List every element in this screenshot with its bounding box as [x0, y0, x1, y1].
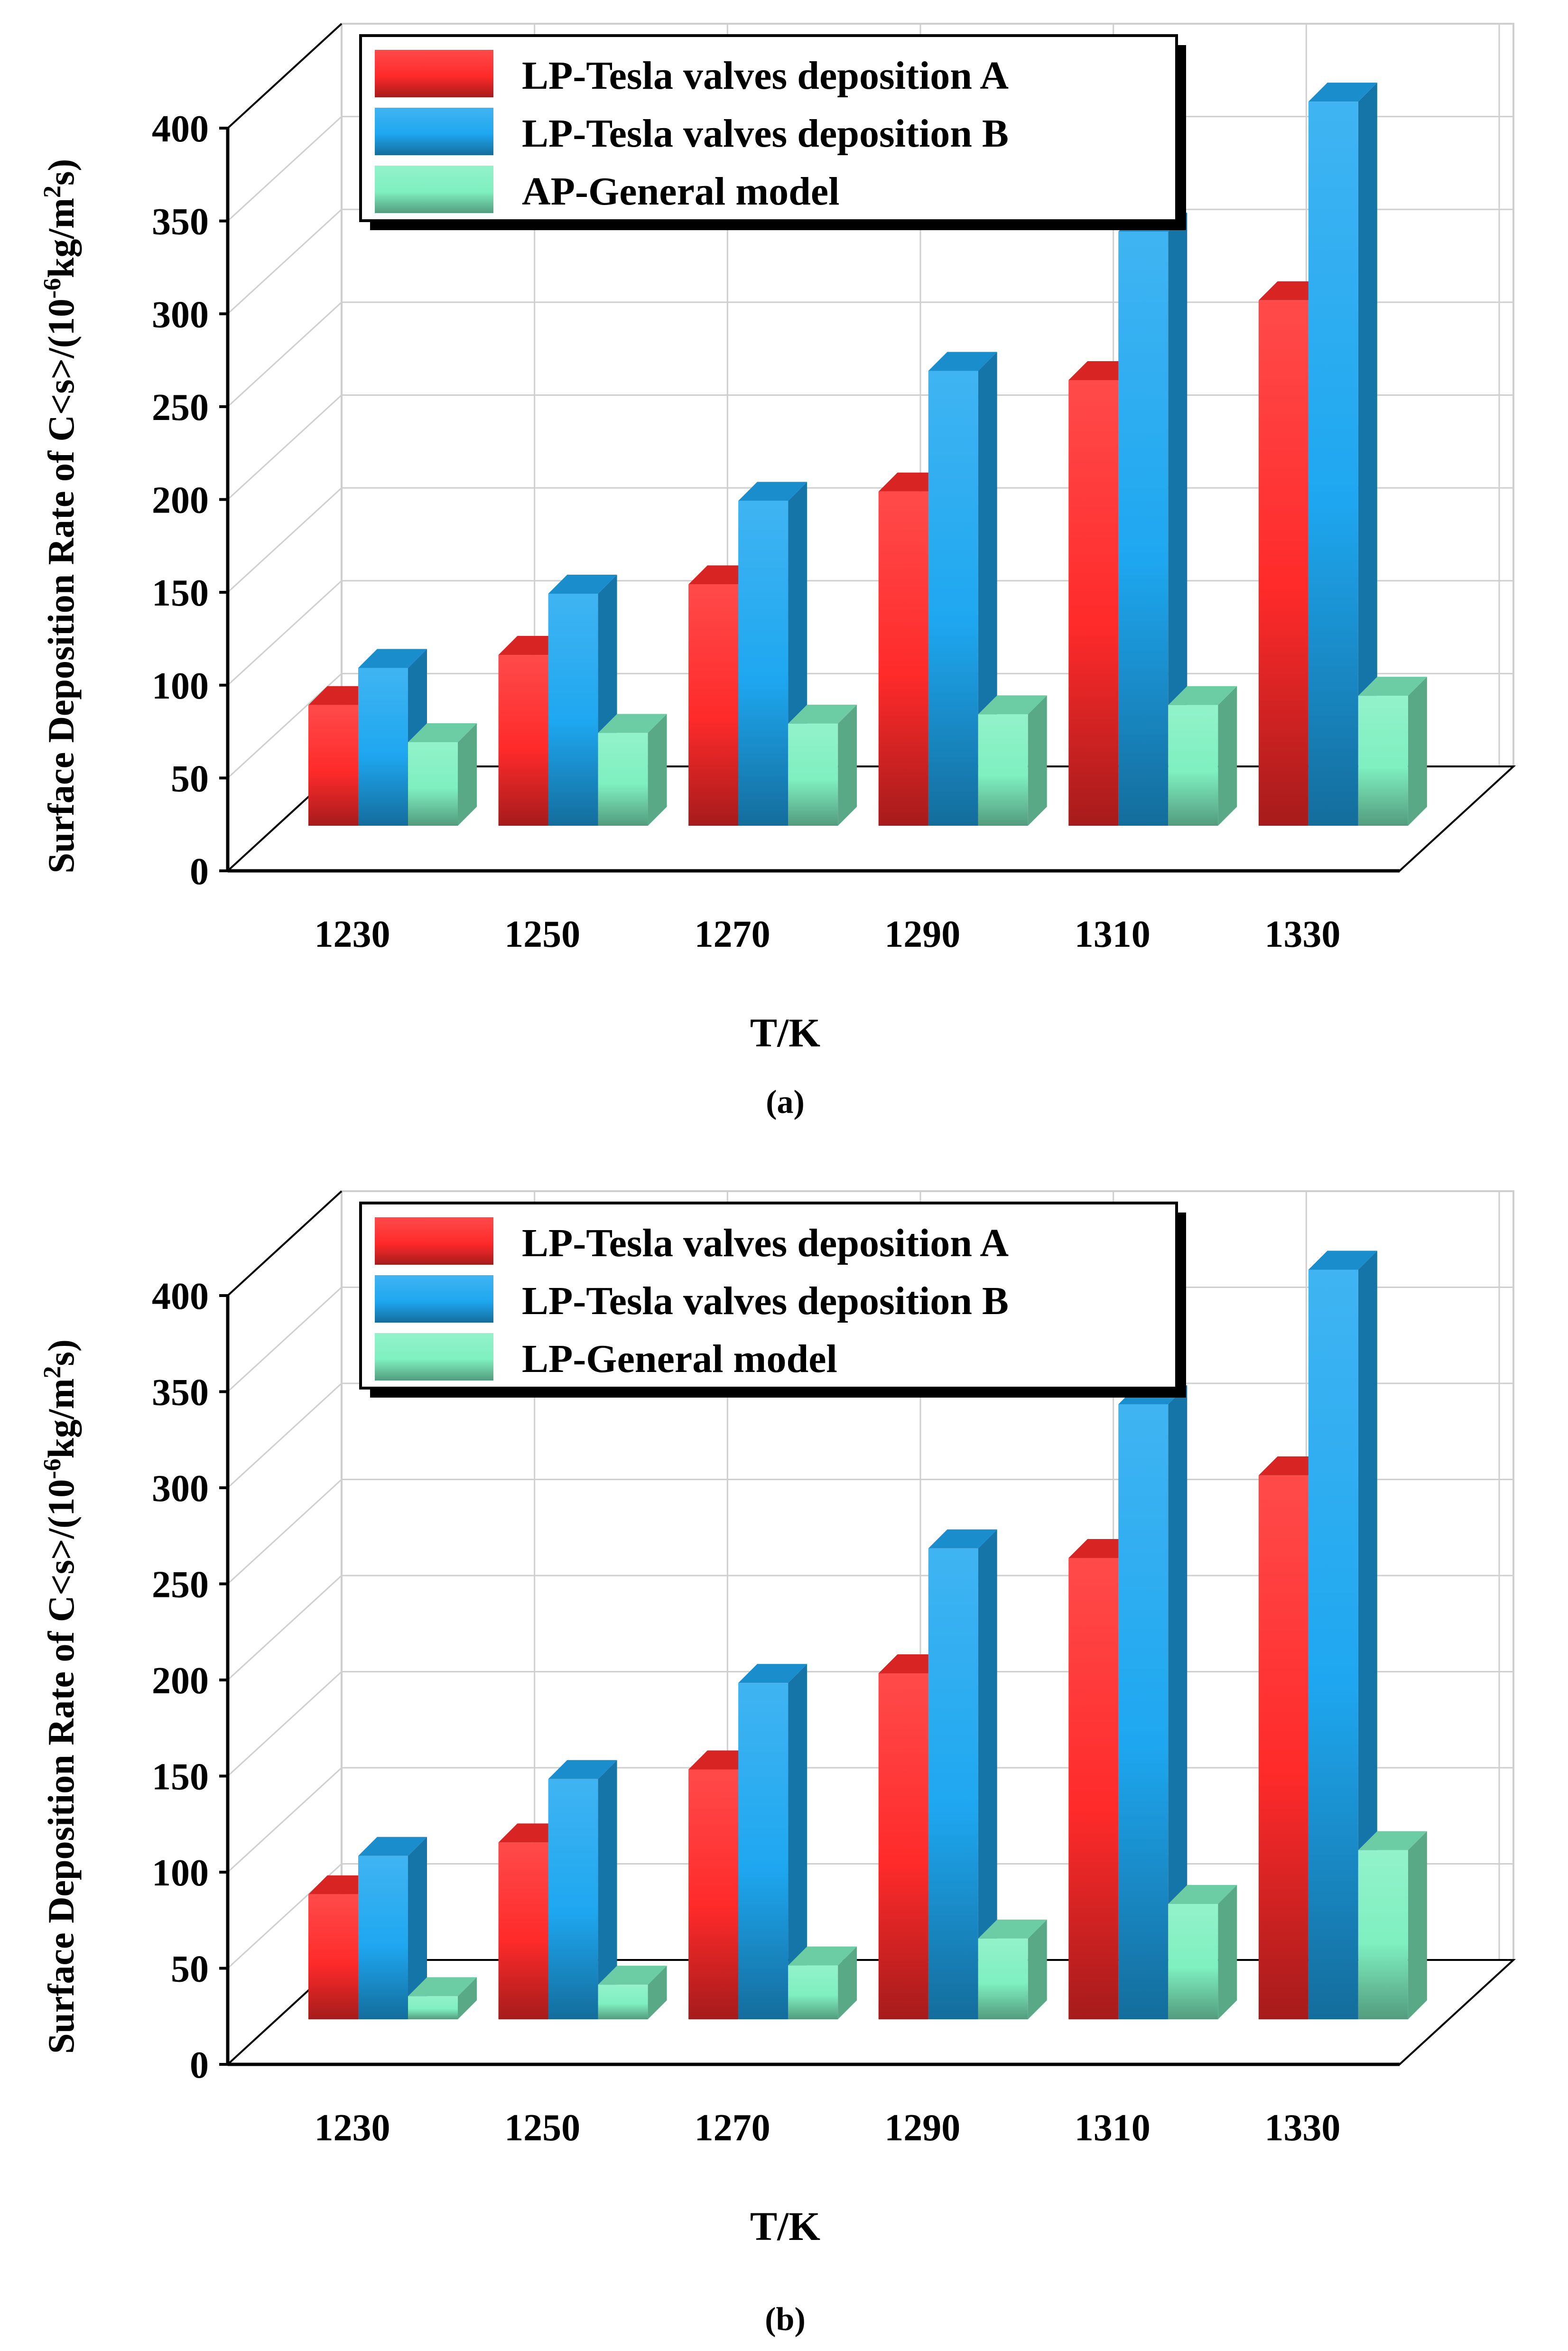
y-tick-label: 300: [152, 294, 209, 336]
bar-3-1230: [408, 1977, 477, 2019]
y-tick-label: 150: [152, 1756, 209, 1798]
svg-text:Surface Deposition Rate of C<s: Surface Deposition Rate of C<s>/(10-6kg/…: [39, 159, 82, 874]
legend-label: LP-General model: [522, 1337, 837, 1381]
bars: [308, 1250, 1427, 2019]
x-tick-label: 1250: [504, 914, 580, 955]
x-tick-label: 1310: [1075, 914, 1150, 955]
bar-3-1330: [1358, 1831, 1427, 2019]
legend-label: LP-Tesla valves deposition A: [522, 54, 1009, 98]
y-tick-label: 400: [152, 1276, 209, 1317]
y-axis-label: Surface Deposition Rate of C<s>/(10-6kg/…: [39, 1339, 82, 2054]
y-tick-label: 150: [152, 572, 209, 614]
x-axis-label: T/K: [750, 2203, 820, 2249]
x-tick-label: 1290: [884, 914, 960, 955]
legend-label: LP-Tesla valves deposition A: [522, 1221, 1009, 1265]
y-tick-label: 200: [152, 480, 209, 522]
y-axis-label: Surface Deposition Rate of C<s>/(10-6kg/…: [39, 159, 82, 874]
bar-2-1230: [358, 1837, 427, 2019]
bar-2-1310: [1118, 213, 1188, 826]
x-axis-label: T/K: [750, 1010, 820, 1055]
bar-2-1290: [928, 352, 997, 826]
legend: LP-Tesla valves deposition A LP-Tesla val…: [359, 34, 1186, 230]
legend-swatch: [375, 1217, 493, 1265]
y-tick-label: 0: [190, 851, 209, 893]
legend-swatch: [375, 108, 493, 155]
y-tick-label: 350: [152, 201, 209, 243]
bar-3-1310: [1168, 1885, 1237, 2019]
y-tick-label: 100: [152, 1852, 209, 1894]
bar-3-1290: [978, 1919, 1047, 2019]
bar-2-1270: [738, 1664, 807, 2019]
legend-swatch: [375, 50, 493, 97]
bar-2-1330: [1308, 83, 1377, 826]
svg-text:Surface Deposition Rate of C<s: Surface Deposition Rate of C<s>/(10-6kg/…: [39, 1339, 82, 2054]
legend-label: AP-General model: [522, 169, 840, 214]
bar-3-1330: [1358, 677, 1427, 826]
panel-caption: (b): [765, 2301, 806, 2338]
bar-3-1310: [1168, 686, 1237, 826]
y-tick-label: 250: [152, 1564, 209, 1606]
legend: LP-Tesla valves deposition A LP-Tesla val…: [359, 1202, 1186, 1398]
bar-2-1310: [1118, 1385, 1188, 2019]
y-tick-label: 50: [171, 1949, 209, 1990]
legend-label: LP-Tesla valves deposition B: [522, 1279, 1009, 1323]
bar-3-1250: [598, 1966, 667, 2019]
x-tick-label: 1250: [504, 2107, 580, 2149]
legend-label: LP-Tesla valves deposition B: [522, 112, 1009, 156]
bar-2-1290: [928, 1529, 997, 2019]
chart-panel-2: 0 50 100 150 200 250 300 350 400 1230 1250 1270 1290…: [39, 1190, 1516, 2338]
x-tick-label: 1270: [695, 914, 770, 955]
bars: [308, 83, 1427, 826]
y-tick-label: 300: [152, 1468, 209, 1510]
y-tick-label: 50: [171, 758, 209, 800]
x-tick-label: 1330: [1264, 2107, 1340, 2149]
legend-swatch: [375, 166, 493, 213]
y-tick-label: 350: [152, 1372, 209, 1414]
bar-3-1250: [598, 714, 667, 826]
y-tick-label: 0: [190, 2044, 209, 2086]
bar-3-1270: [788, 704, 857, 826]
x-tick-label: 1330: [1264, 914, 1340, 955]
y-tick-label: 250: [152, 387, 209, 429]
x-tick-label: 1310: [1075, 2107, 1150, 2149]
bar-3-1270: [788, 1946, 857, 2019]
y-tick-label: 200: [152, 1660, 209, 1702]
y-tick-label: 100: [152, 665, 209, 707]
chart-panel-1: 0 50 100 150 200 250 300 350 400 1230 1250 1270 1290…: [39, 23, 1516, 1120]
x-tick-label: 1230: [315, 2107, 390, 2149]
bar-2-1250: [548, 1760, 617, 2019]
x-tick-label: 1290: [884, 2107, 960, 2149]
legend-swatch: [375, 1333, 493, 1381]
panel-caption: (a): [766, 1084, 805, 1120]
x-tick-label: 1270: [695, 2107, 770, 2149]
y-tick-label: 400: [152, 108, 209, 150]
x-tick-label: 1230: [315, 914, 390, 955]
bar-3-1230: [408, 723, 477, 826]
bar-2-1330: [1308, 1250, 1377, 2019]
bar-3-1290: [978, 695, 1047, 826]
legend-swatch: [375, 1275, 493, 1323]
